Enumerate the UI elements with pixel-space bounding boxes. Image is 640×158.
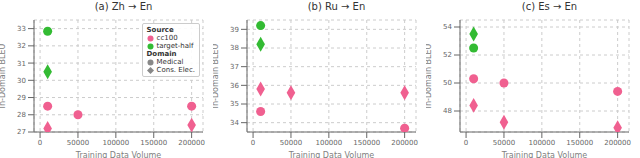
svg-text:37: 37: [230, 63, 239, 71]
svg-text:48: 48: [443, 107, 452, 115]
svg-text:36: 36: [230, 82, 239, 90]
svg-text:34: 34: [230, 119, 239, 127]
svg-text:150000: 150000: [566, 139, 593, 147]
html-text:(b) Ru → En: (b) Ru → En: [307, 1, 366, 12]
svg-text:39: 39: [230, 26, 239, 34]
svg-text:38: 38: [230, 44, 239, 52]
svg-text:0: 0: [38, 139, 42, 147]
svg-text:27: 27: [17, 128, 26, 136]
html-text:Cons. Elec.: Cons. Elec.: [156, 66, 195, 74]
svg-text:0: 0: [251, 139, 255, 147]
html-text:(a) Zh → En: (a) Zh → En: [94, 1, 153, 12]
svg-text:150000: 150000: [140, 139, 167, 147]
svg-text:100000: 100000: [528, 139, 555, 147]
svg-text:Training Data Volume: Training Data Volume: [288, 151, 375, 158]
svg-text:35: 35: [230, 100, 239, 108]
svg-text:In-Domain BLEU: In-Domain BLEU: [213, 43, 220, 108]
svg-text:50000: 50000: [280, 139, 302, 147]
svg-text:50000: 50000: [493, 139, 515, 147]
svg-text:54: 54: [443, 23, 452, 31]
svg-text:Training Data Volume: Training Data Volume: [501, 151, 588, 158]
html-text:Source: Source: [146, 26, 174, 34]
svg-text:50: 50: [443, 79, 452, 87]
svg-text:30: 30: [17, 77, 26, 85]
html-text:(c) Es → En: (c) Es → En: [521, 1, 578, 12]
svg-text:33: 33: [17, 25, 26, 33]
html-text:target-half: target-half: [156, 42, 194, 50]
svg-text:Training Data Volume: Training Data Volume: [75, 151, 162, 158]
html-text:cc100: cc100: [156, 34, 178, 42]
svg-text:150000: 150000: [353, 139, 380, 147]
svg-text:200000: 200000: [391, 139, 418, 147]
svg-text:50000: 50000: [67, 139, 89, 147]
svg-text:29: 29: [17, 94, 26, 102]
html-text:Domain: Domain: [146, 50, 177, 58]
html-text:Medical: Medical: [156, 58, 184, 66]
svg-text:0: 0: [464, 139, 468, 147]
svg-text:100000: 100000: [102, 139, 129, 147]
svg-text:31: 31: [17, 60, 26, 68]
svg-text:52: 52: [443, 51, 452, 59]
svg-text:200000: 200000: [178, 139, 205, 147]
svg-text:200000: 200000: [604, 139, 631, 147]
svg-text:100000: 100000: [315, 139, 342, 147]
svg-text:28: 28: [17, 111, 26, 119]
svg-text:32: 32: [17, 42, 26, 50]
svg-text:In-Domain BLEU: In-Domain BLEU: [426, 43, 433, 108]
